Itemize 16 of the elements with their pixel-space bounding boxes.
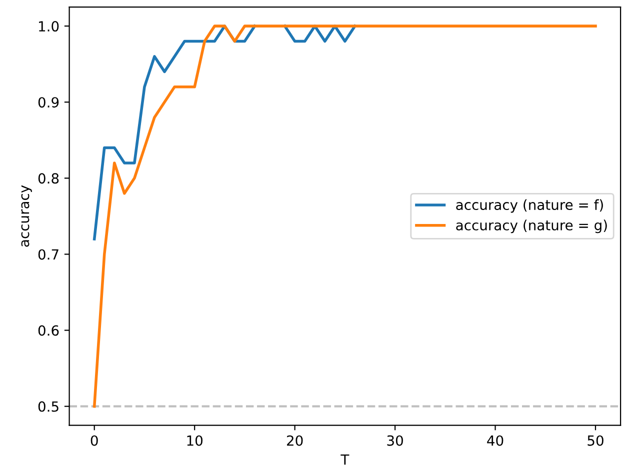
y-tick-label: 1.0 — [39, 21, 59, 32]
y-axis-title: accuracy — [21, 185, 32, 247]
x-tick-label: 30 — [387, 435, 403, 446]
x-tick-label: 50 — [588, 435, 604, 446]
y-tick-label: 0.5 — [38, 401, 58, 412]
y-tick-label: 0.8 — [38, 173, 59, 184]
legend-label: accuracy (nature = f) — [456, 199, 603, 213]
y-tick-label: 0.7 — [38, 249, 58, 260]
y-tick-label: 0.9 — [38, 97, 59, 108]
x-tick-label: 0 — [90, 435, 98, 446]
y-tick-label: 0.6 — [38, 325, 59, 336]
legend-label: accuracy (nature = g) — [456, 220, 607, 234]
x-tick-label: 20 — [286, 435, 303, 446]
x-axis-title: T — [340, 454, 350, 465]
x-tick-label: 10 — [187, 435, 202, 446]
x-tick-label: 40 — [487, 435, 504, 446]
